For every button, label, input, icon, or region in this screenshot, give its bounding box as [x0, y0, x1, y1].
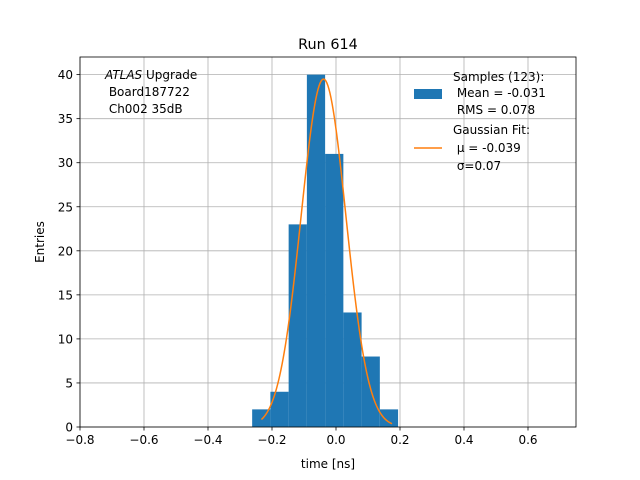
y-tick-label: 15: [58, 288, 73, 302]
chart-title: Run 614: [298, 37, 358, 53]
y-axis-label: Entries: [33, 221, 47, 263]
histogram-bar: [325, 153, 344, 427]
x-tick-label: 0.0: [326, 433, 345, 447]
legend-samples-mean: Mean = -0.031: [453, 86, 546, 100]
legend-fit-title: Gaussian Fit:: [453, 123, 530, 137]
plot-area: [79, 56, 577, 428]
x-tick-label: −0.8: [65, 433, 94, 447]
annotation-line-2: Board187722: [105, 85, 190, 99]
annotation-line-1: ATLAS Upgrade: [104, 68, 197, 82]
histogram-bars: [252, 74, 399, 427]
x-axis-ticks: −0.8 −0.6 −0.4 −0.2 0.0 0.2 0.4 0.6: [65, 427, 538, 447]
y-tick-label: 40: [58, 68, 73, 82]
y-tick-label: 20: [58, 244, 73, 258]
y-tick-label: 35: [58, 112, 73, 126]
gaussian-fit-line: [260, 78, 393, 425]
plot-frame: [79, 56, 577, 428]
x-tick-label: 0.6: [518, 433, 537, 447]
legend-fit-sigma: σ=0.07: [453, 159, 501, 173]
legend-swatch-histogram: [414, 89, 442, 99]
histogram-bar: [306, 74, 326, 427]
y-tick-label: 30: [58, 156, 73, 170]
histogram-bar: [379, 409, 399, 427]
x-tick-label: 0.4: [454, 433, 473, 447]
x-axis-label: time [ns]: [301, 457, 355, 471]
x-tick-label: −0.2: [257, 433, 286, 447]
y-tick-label: 5: [65, 376, 73, 390]
legend: Samples (123): Mean = -0.031 RMS = 0.078…: [414, 70, 546, 173]
histogram-bar: [288, 224, 307, 427]
annotation-line-3: Ch002 35dB: [105, 102, 183, 116]
legend-samples-rms: RMS = 0.078: [453, 103, 535, 117]
x-tick-label: −0.4: [193, 433, 222, 447]
x-tick-label: 0.2: [390, 433, 409, 447]
histogram-bar: [270, 391, 289, 427]
y-tick-label: 10: [58, 332, 73, 346]
legend-fit-mu: μ = -0.039: [453, 141, 521, 155]
y-axis-ticks: 0 5 10 15 20 25 30 35 40: [58, 68, 80, 435]
legend-samples-title: Samples (123):: [453, 70, 544, 84]
annotation-atlas: ATLAS: [104, 68, 143, 82]
y-tick-label: 25: [58, 200, 73, 214]
atlas-annotation: ATLAS Upgrade Board187722 Ch002 35dB: [104, 68, 197, 116]
histogram-bar: [343, 312, 362, 427]
y-tick-label: 0: [65, 421, 73, 435]
x-tick-label: −0.6: [129, 433, 158, 447]
annotation-upgrade: Upgrade: [142, 68, 197, 82]
